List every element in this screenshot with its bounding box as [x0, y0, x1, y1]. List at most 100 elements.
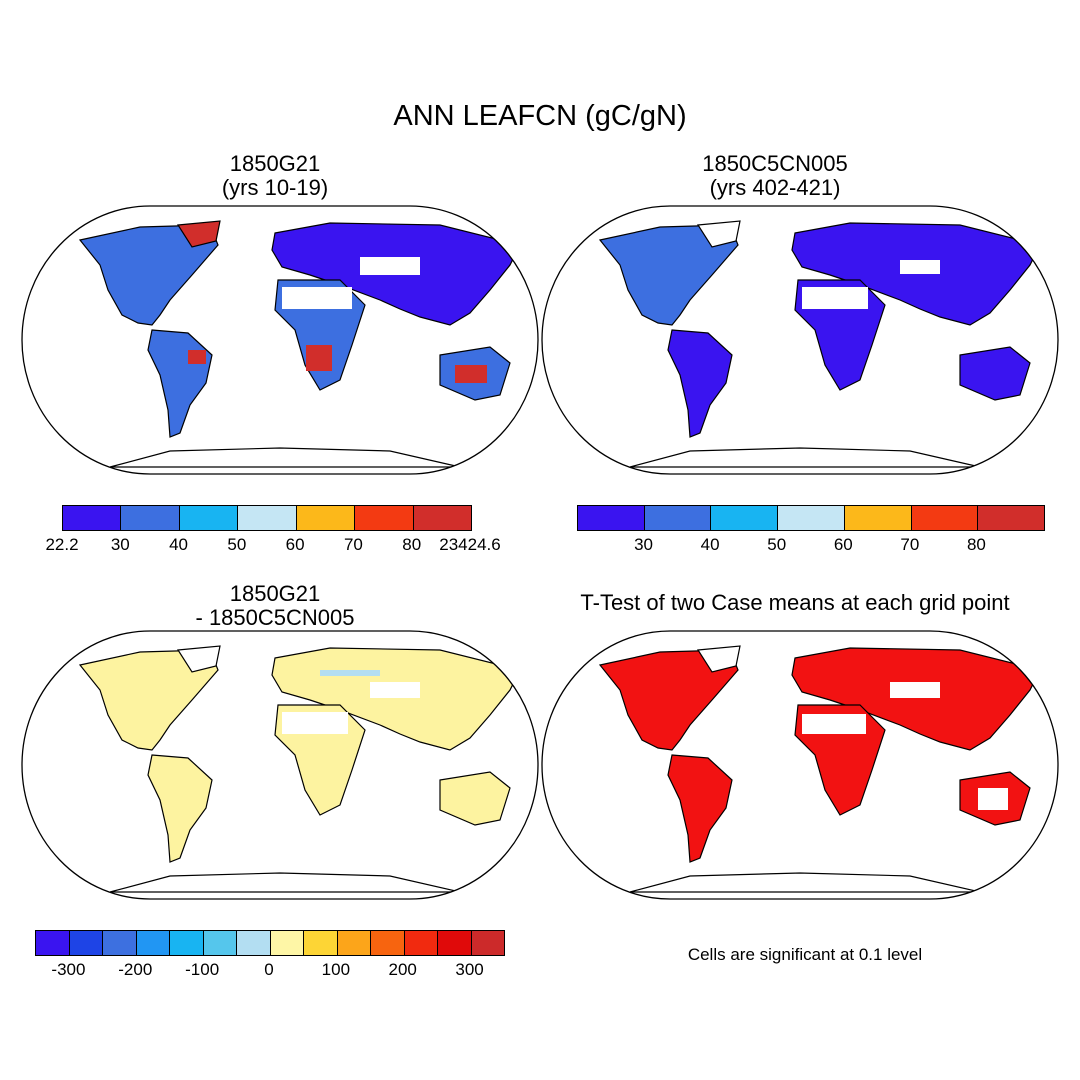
south-america — [147, 754, 213, 863]
south-america — [667, 754, 733, 863]
colorbar-tick-label: 30 — [110, 535, 130, 554]
gobi-patch — [370, 682, 420, 698]
colorbar-box — [69, 931, 103, 955]
greenland — [696, 220, 741, 248]
colorbar-box — [711, 506, 779, 530]
colorbar-box — [36, 931, 70, 955]
subzero-patch — [320, 670, 380, 676]
panel-4-title-line1: T-Test of two Case means at each grid po… — [580, 590, 1010, 615]
sahara-patch — [282, 287, 352, 309]
greenland — [176, 220, 221, 248]
colorbar-box — [355, 506, 414, 530]
land-layer — [78, 220, 521, 468]
greenland — [176, 645, 221, 673]
colorbar-top-left — [62, 505, 472, 531]
colorbar-box — [978, 506, 1045, 530]
panel-1-title: 1850G21 (yrs 10-19) — [75, 152, 475, 200]
colorbar-box — [438, 931, 472, 955]
colorbar-difference — [35, 930, 505, 956]
australia — [959, 346, 1031, 401]
colorbar-box — [270, 931, 304, 955]
map-difference — [21, 630, 539, 900]
australia — [439, 771, 511, 826]
panel-1-title-line1: 1850G21 — [229, 151, 321, 176]
colorbar-tick-label: 300 — [455, 960, 484, 979]
sahara-patch — [282, 712, 348, 734]
gobi-patch — [890, 682, 940, 698]
australia-interior — [978, 788, 1008, 810]
map-frame — [21, 205, 539, 475]
colorbar-tick-label: 23424.6 — [439, 535, 501, 554]
panel-2-title: 1850C5CN005 (yrs 402-421) — [575, 152, 975, 200]
panel-2-title-line2: (yrs 402-421) — [709, 175, 841, 200]
significance-note: Cells are significant at 0.1 level — [687, 945, 923, 964]
south-america — [667, 329, 733, 438]
colorbar-box — [238, 506, 297, 530]
colorbar-box — [844, 506, 912, 530]
colorbar-tick-label: 22.2 — [45, 535, 79, 554]
colorbar-tick-label: -100 — [185, 960, 220, 979]
colorbar-tick-label: 50 — [767, 535, 787, 554]
colorbar-tick-label: 100 — [321, 960, 351, 979]
colorbar-tick-label: 0 — [264, 960, 274, 979]
gobi-patch — [360, 257, 420, 275]
colorbar-tick-label: 60 — [285, 535, 305, 554]
brazil-patch — [188, 350, 206, 364]
map-frame — [21, 630, 539, 900]
colorbar-box — [296, 506, 356, 530]
colorbar-box — [911, 506, 979, 530]
figure-title: ANN LEAFCN (gC/gN) — [393, 100, 687, 132]
south-africa-patch — [306, 345, 332, 371]
colorbar-tick-label: -300 — [51, 960, 86, 979]
colorbar-box — [179, 506, 239, 530]
colorbar-box — [471, 931, 504, 955]
gobi-patch — [900, 260, 940, 274]
colorbar-tick-label: 40 — [700, 535, 720, 554]
colorbar-box — [371, 931, 405, 955]
colorbar-tick-label: 80 — [402, 535, 422, 554]
colorbar-box — [404, 931, 438, 955]
antarctica — [629, 872, 981, 893]
map-ttest — [541, 630, 1059, 900]
colorbar-box — [203, 931, 237, 955]
colorbar-box — [237, 931, 271, 955]
colorbar-tick-label: 50 — [227, 535, 247, 554]
panel-2-title-line1: 1850C5CN005 — [702, 151, 848, 176]
colorbar-box — [337, 931, 371, 955]
colorbar-tick-label: 30 — [634, 535, 654, 554]
panel-3-title-line2: - 1850C5CN005 — [195, 605, 355, 630]
colorbar-tick-label: 200 — [388, 960, 417, 979]
sahara-patch — [802, 287, 868, 309]
australia-interior — [455, 365, 487, 383]
colorbar-box — [136, 931, 170, 955]
map-frame — [541, 630, 1059, 900]
colorbar-box — [63, 506, 122, 530]
antarctica — [109, 872, 461, 893]
colorbar-tick-label: 60 — [833, 535, 853, 554]
colorbar-box — [778, 506, 845, 530]
panel-1-title-line2: (yrs 10-19) — [221, 175, 329, 200]
colorbar-top-right — [577, 505, 1045, 531]
map-1850g21 — [21, 205, 539, 475]
map-1850c5cn005 — [541, 205, 1059, 475]
colorbar-tick-label: 70 — [343, 535, 363, 554]
sahara-patch — [802, 714, 866, 734]
colorbar-box — [170, 931, 204, 955]
antarctica — [109, 447, 461, 468]
colorbar-tick-label: 40 — [169, 535, 189, 554]
land-layer — [598, 645, 1041, 893]
panel-4-title: T-Test of two Case means at each grid po… — [545, 591, 1045, 615]
greenland — [696, 645, 741, 673]
land-layer — [598, 220, 1041, 468]
colorbar-box — [644, 506, 712, 530]
eurasia — [791, 647, 1041, 751]
panel-3-title: 1850G21 - 1850C5CN005 — [75, 582, 475, 630]
map-frame — [541, 205, 1059, 475]
colorbar-tick-label: 70 — [900, 535, 920, 554]
colorbar-box — [103, 931, 137, 955]
south-america — [147, 329, 213, 438]
colorbar-box — [413, 506, 471, 530]
colorbar-box — [121, 506, 180, 530]
antarctica — [629, 447, 981, 468]
panel-3-title-line1: 1850G21 — [229, 581, 321, 606]
